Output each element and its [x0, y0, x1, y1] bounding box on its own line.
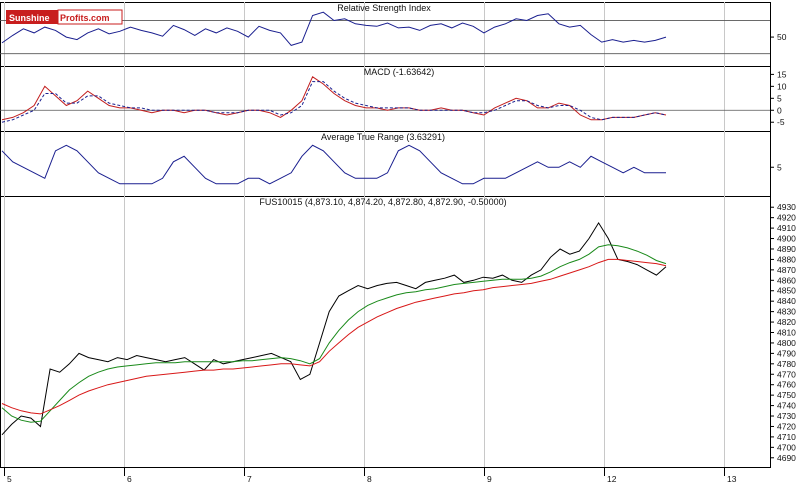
- y-tick-label: 5: [777, 162, 782, 172]
- y-tick-label: 4700: [777, 442, 796, 452]
- series-line-2: [1, 244, 667, 423]
- y-tick-label: 4780: [777, 359, 796, 369]
- y-tick-label: 4720: [777, 421, 796, 431]
- x-tick-label: 9: [487, 474, 492, 484]
- y-tick-label: 4860: [777, 275, 796, 285]
- logo-text-part1: Sunshine: [9, 13, 50, 23]
- y-tick-label: -5: [777, 117, 785, 127]
- y-tick-label: 50: [777, 32, 787, 42]
- y-tick-label: 4900: [777, 234, 796, 244]
- series-line-3: [1, 258, 667, 415]
- y-tick-label: 4760: [777, 380, 796, 390]
- x-tick-label: 13: [727, 474, 737, 484]
- panel-title: FUS10015 (4,873.10, 4,874.20, 4,872.80, …: [259, 197, 506, 207]
- panel-title: Relative Strength Index: [337, 3, 431, 13]
- y-tick-label: 15: [777, 69, 787, 79]
- series-line-1: [1, 221, 667, 436]
- series-line-1: [1, 11, 667, 46]
- y-tick-label: 4830: [777, 307, 796, 317]
- y-tick-label: 4730: [777, 411, 796, 421]
- logo-text-part2: Profits.com: [60, 13, 110, 23]
- panel-title: MACD (-1.63642): [364, 67, 435, 77]
- panel-3: 5 Average True Range (3.63291): [0, 131, 782, 197]
- series-line-2: [1, 81, 667, 123]
- y-tick-label: 4840: [777, 296, 796, 306]
- x-tick-label: 7: [247, 474, 252, 484]
- y-tick-label: 4850: [777, 286, 796, 296]
- x-tick-label: 5: [7, 474, 12, 484]
- x-tick-label: 6: [127, 474, 132, 484]
- y-tick-label: 0: [777, 105, 782, 115]
- y-tick-label: 4710: [777, 432, 796, 442]
- panel-4: 4930492049104900489048804870486048504840…: [0, 196, 796, 468]
- y-tick-label: 4740: [777, 401, 796, 411]
- y-tick-label: 4920: [777, 213, 796, 223]
- y-tick-label: 4690: [777, 453, 796, 463]
- y-tick-label: 4890: [777, 244, 796, 254]
- sunshine-profits-logo: Sunshine Profits.com: [6, 9, 123, 25]
- y-tick-label: 4750: [777, 390, 796, 400]
- y-tick-label: 4880: [777, 254, 796, 264]
- y-tick-label: 5: [777, 93, 782, 103]
- y-tick-label: 10: [777, 81, 787, 91]
- y-tick-label: 4930: [777, 202, 796, 212]
- panel-title: Average True Range (3.63291): [321, 132, 445, 142]
- panel-2: 15 10 5 0 -5 MACD (-1.63642): [0, 66, 787, 132]
- y-tick-label: 4810: [777, 328, 796, 338]
- y-tick-label: 4800: [777, 338, 796, 348]
- y-tick-label: 4910: [777, 223, 796, 233]
- series-line-1: [1, 76, 667, 121]
- y-tick-label: 4770: [777, 369, 796, 379]
- series-line-1: [1, 144, 666, 185]
- x-tick-label: 8: [367, 474, 372, 484]
- x-tick-label: 12: [607, 474, 617, 484]
- y-tick-label: 4870: [777, 265, 796, 275]
- y-tick-label: 4790: [777, 348, 796, 358]
- y-tick-label: 4820: [777, 317, 796, 327]
